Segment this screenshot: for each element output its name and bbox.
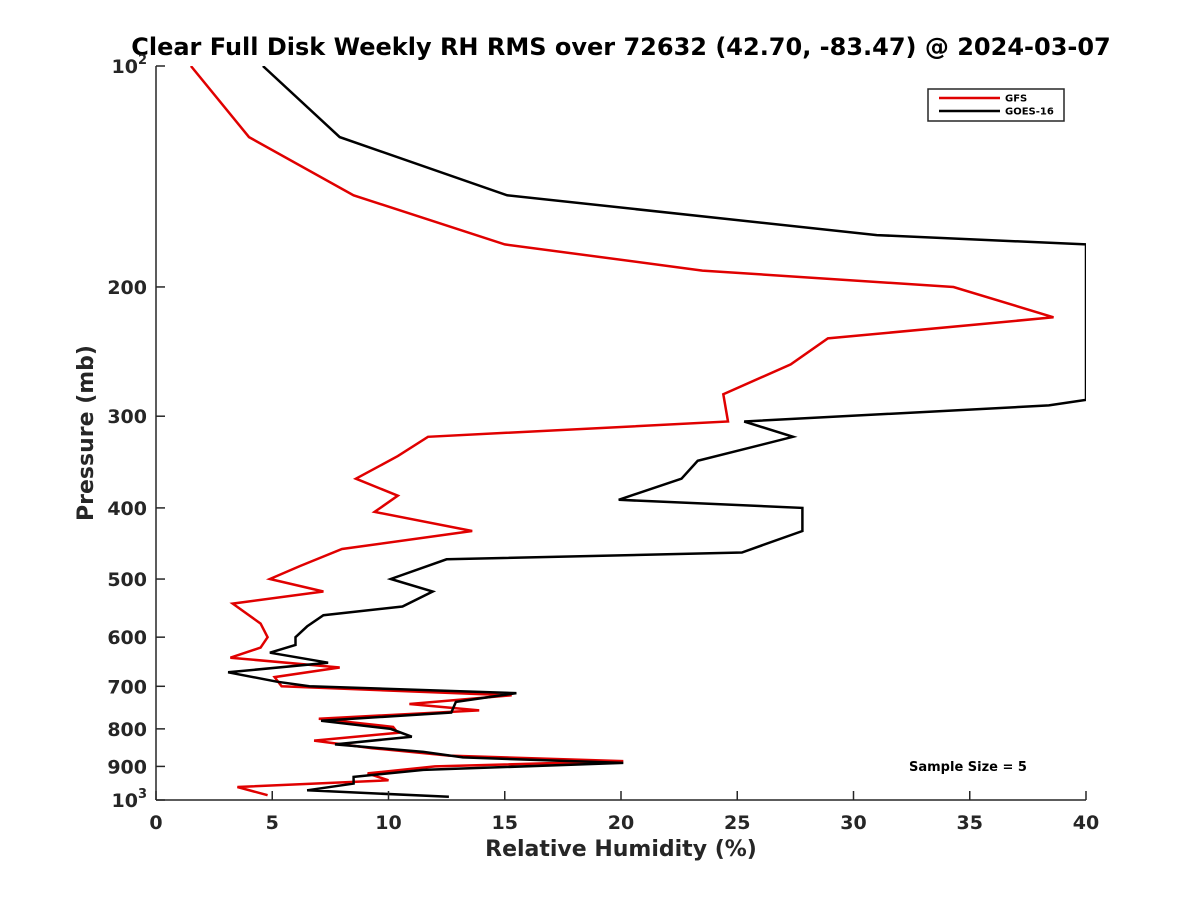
x-tick-label: 5 [266,812,279,834]
series-line-goes-16 [227,66,1086,799]
legend-box [927,88,1065,122]
y-tick-label: 800 [107,719,147,741]
legend-label-gfs: GFS [1005,94,1027,105]
x-tick-label: 25 [724,812,750,834]
y-tick-label: 200 [107,277,147,299]
y-tick-label: 400 [107,498,147,520]
y-tick-label: 900 [107,756,147,778]
plot-area [156,66,1086,800]
y-tick-label: 600 [107,627,147,649]
x-tick-label: 0 [149,812,162,834]
chart-title: Clear Full Disk Weekly RH RMS over 72632… [131,33,1111,61]
y-tick-label: 300 [107,406,147,428]
y-tick-label: 700 [107,676,147,698]
x-tick-label: 30 [840,812,866,834]
x-tick-label: 20 [608,812,634,834]
legend: GFS GOES-16 [927,88,1065,122]
x-axis-label: Relative Humidity (%) [485,837,757,862]
x-ticks: 0 5 10 15 20 25 30 35 40 [149,791,1099,834]
y-ticks: 102 200 300 400 500 600 700 800 900 103 [107,53,165,812]
series-layer [189,66,1086,799]
y-tick-label: 103 [112,787,148,812]
sample-size-annotation: Sample Size = 5 [909,760,1027,775]
y-tick-label: 102 [112,53,148,78]
y-tick-label: 500 [107,569,147,591]
x-tick-label: 15 [492,812,518,834]
x-tick-label: 35 [957,812,983,834]
legend-label-goes-16: GOES-16 [1005,107,1054,118]
x-tick-label: 40 [1073,812,1099,834]
y-axis-label: Pressure (mb) [74,345,99,521]
x-tick-label: 10 [375,812,401,834]
